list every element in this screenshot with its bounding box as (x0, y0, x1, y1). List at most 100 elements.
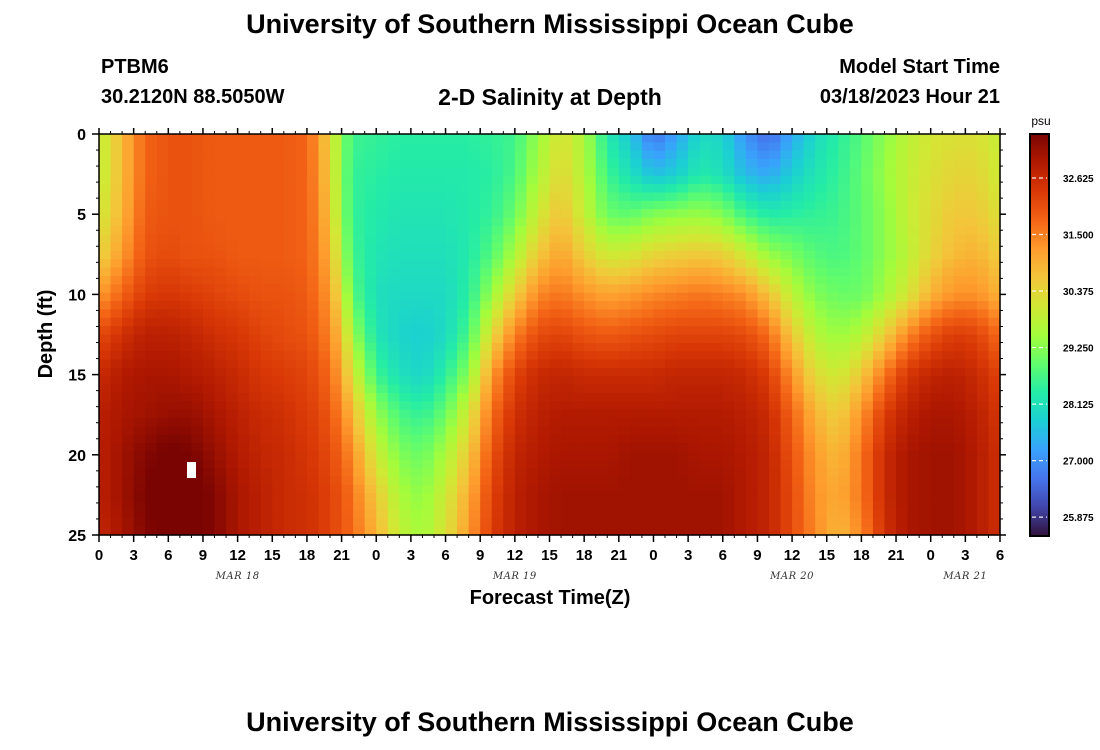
heatmap-cell (572, 134, 585, 143)
heatmap-cell (468, 150, 481, 160)
heatmap-cell (457, 476, 470, 486)
heatmap-cell (942, 418, 955, 427)
heatmap-cell (815, 250, 828, 260)
heatmap-cell (387, 301, 400, 311)
heatmap-cell (711, 518, 724, 528)
heatmap-cell (699, 292, 712, 302)
heatmap-cell (491, 418, 504, 427)
heatmap-cell (491, 518, 504, 528)
heatmap-cell (410, 134, 424, 143)
heatmap-cell (364, 234, 377, 244)
heatmap-cell (607, 376, 620, 386)
heatmap-cell (445, 459, 458, 469)
heatmap-cell (133, 234, 146, 244)
heatmap-cell (988, 384, 1001, 394)
heatmap-cell (480, 150, 493, 160)
heatmap-cell (410, 192, 424, 202)
heatmap-cell (202, 342, 216, 352)
heatmap-cell (422, 192, 435, 202)
heatmap-cell (202, 242, 216, 252)
heatmap-cell (457, 259, 470, 269)
heatmap-cell (849, 234, 862, 244)
heatmap-cell (607, 309, 620, 319)
heatmap-cell (399, 342, 412, 352)
heatmap-cell (410, 234, 424, 244)
heatmap-cell (988, 234, 1001, 244)
heatmap-cell (711, 476, 724, 486)
heatmap-cell (226, 225, 239, 235)
heatmap-cell (410, 326, 424, 336)
heatmap-cell (826, 409, 839, 419)
heatmap-cell (595, 518, 608, 528)
heatmap-cell (145, 468, 158, 478)
heatmap-cell (896, 259, 909, 269)
heatmap-cell (896, 309, 909, 319)
heatmap-cell (249, 426, 262, 436)
heatmap-cell (630, 484, 643, 494)
heatmap-cell (537, 418, 551, 427)
heatmap-cell (803, 284, 816, 294)
heatmap-cell (330, 384, 343, 394)
heatmap-cell (792, 217, 805, 227)
heatmap-cell (353, 518, 366, 528)
heatmap-cell (745, 242, 759, 252)
heatmap-cell (399, 259, 412, 269)
heatmap-cell (861, 443, 874, 453)
heatmap-cell (896, 526, 909, 536)
heatmap-cell (376, 134, 389, 143)
heatmap-cell (896, 242, 909, 252)
heatmap-cell (318, 376, 331, 386)
heatmap-cell (861, 184, 874, 194)
heatmap-cell (930, 234, 943, 244)
heatmap-cell (306, 159, 320, 169)
heatmap-cell (99, 359, 112, 369)
heatmap-cell (410, 150, 424, 160)
y-tick-label: 20 (68, 448, 86, 465)
heatmap-cell (676, 159, 689, 169)
heatmap-cell (607, 501, 620, 511)
heatmap-cell (942, 200, 955, 210)
heatmap-cell (156, 418, 169, 427)
heatmap-cell (168, 276, 181, 285)
heatmap-cell (607, 526, 620, 536)
heatmap-cell (884, 359, 897, 369)
heatmap-cell (722, 209, 735, 219)
heatmap-cell (757, 418, 770, 427)
heatmap-cell (780, 342, 793, 352)
heatmap-cell (410, 384, 424, 394)
heatmap-cell (214, 518, 227, 528)
heatmap-cell (237, 292, 250, 302)
heatmap-cell (318, 159, 331, 169)
heatmap-cell (503, 326, 516, 336)
heatmap-cell (584, 376, 597, 386)
heatmap-cell (722, 301, 735, 311)
heatmap-cell (249, 234, 262, 244)
heatmap-cell (514, 443, 527, 453)
heatmap-cell (653, 301, 666, 311)
heatmap-cell (815, 217, 828, 227)
heatmap-cell (896, 184, 909, 194)
heatmap-cell (584, 384, 597, 394)
heatmap-cell (156, 434, 169, 444)
heatmap-cell (965, 359, 978, 369)
heatmap-cell (965, 242, 978, 252)
heatmap-cell (641, 184, 655, 194)
heatmap-cell (561, 184, 574, 194)
heatmap-cell (722, 134, 735, 143)
heatmap-cell (445, 276, 458, 285)
heatmap-cell (722, 459, 735, 469)
heatmap-cell (526, 326, 539, 336)
heatmap-cell (226, 359, 239, 369)
heatmap-cell (676, 476, 689, 486)
heatmap-cell (584, 309, 597, 319)
heatmap-cell (561, 150, 574, 160)
heatmap-cell (734, 209, 747, 219)
heatmap-cell (468, 367, 481, 377)
heatmap-cell (734, 409, 747, 419)
heatmap-cell (976, 426, 990, 436)
heatmap-cell (630, 284, 643, 294)
heatmap-cell (745, 142, 759, 152)
x-tick-label: 21 (333, 547, 350, 564)
heatmap-cell (930, 359, 943, 369)
heatmap-cell (133, 134, 146, 143)
